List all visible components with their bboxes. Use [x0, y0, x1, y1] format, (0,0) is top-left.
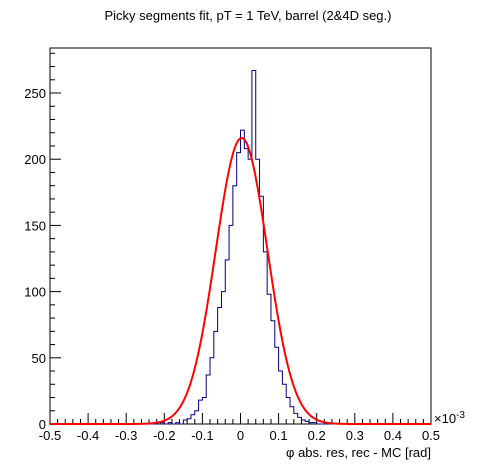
x-tick-label: 0 — [237, 428, 244, 443]
gaussian-fit-series — [50, 137, 431, 425]
y-tick-label: 100 — [24, 285, 46, 300]
x-tick-label: 0.3 — [346, 428, 364, 443]
x-axis-scale-base: ×10 — [434, 411, 456, 426]
y-tick-label: 50 — [32, 351, 46, 366]
x-axis-scale-exponent: -3 — [456, 410, 465, 421]
x-tick-label: -0.5 — [39, 428, 61, 443]
x-tick-label: -0.1 — [191, 428, 213, 443]
x-axis-label: φ abs. res, rec - MC [rad] — [286, 445, 431, 460]
y-tick-label: 0 — [39, 417, 46, 432]
y-axis-ticks: 0 50 100 150 200 250 — [24, 52, 61, 432]
plot-frame — [49, 47, 432, 425]
y-tick-label: 200 — [24, 152, 46, 167]
x-axis-scale-label: ×10-3 — [434, 410, 465, 426]
x-tick-label: 0.5 — [422, 428, 440, 443]
x-axis-ticks: -0.5 -0.4 -0.3 -0.2 -0.1 0 0.1 0.2 0.3 0.4 0.5 — [39, 413, 440, 443]
y-tick-label: 250 — [24, 86, 46, 101]
histogram-series — [50, 70, 431, 425]
fit-curve — [50, 137, 431, 425]
x-tick-label: -0.4 — [77, 428, 99, 443]
x-tick-label: -0.3 — [115, 428, 137, 443]
x-tick-label: 0.4 — [384, 428, 402, 443]
x-tick-label: 0.1 — [270, 428, 288, 443]
chart-title: Picky segments fit, pT = 1 TeV, barrel (… — [105, 8, 392, 23]
x-tick-label: 0.2 — [308, 428, 326, 443]
x-tick-label: -0.2 — [153, 428, 175, 443]
y-tick-label: 150 — [24, 218, 46, 233]
histogram-outline — [50, 70, 431, 425]
